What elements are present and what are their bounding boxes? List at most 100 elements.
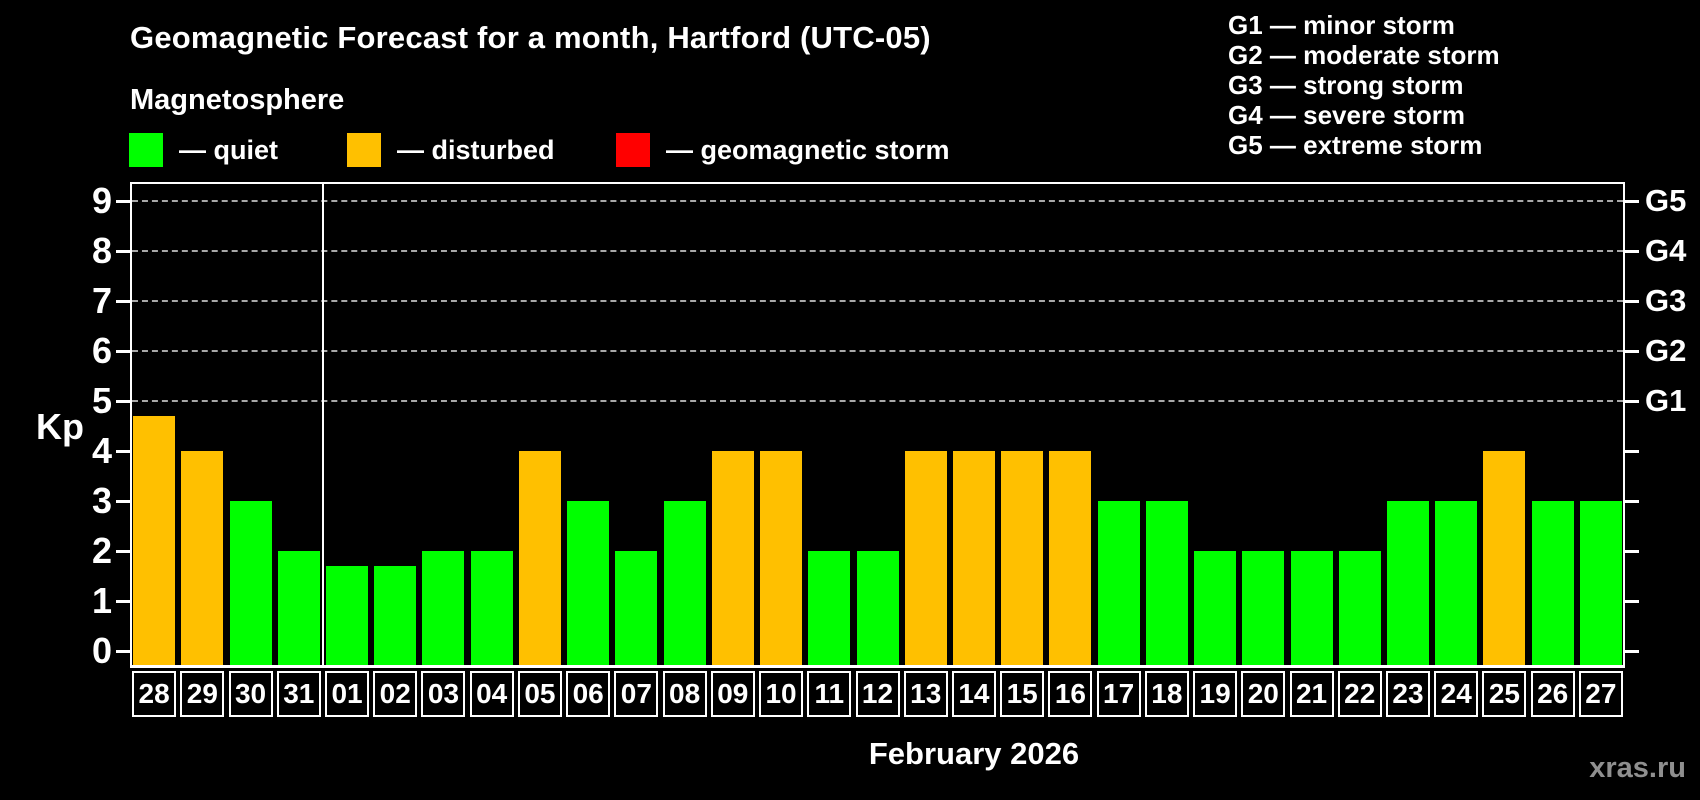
y-tick-left — [116, 650, 130, 653]
date-cell-07: 07 — [614, 671, 659, 717]
kp-bar-26 — [1531, 501, 1574, 665]
y-axis-label-5: 5 — [91, 380, 112, 421]
y-tick-right — [1625, 350, 1639, 353]
date-cell-17: 17 — [1096, 671, 1141, 717]
date-cell-03: 03 — [421, 671, 466, 717]
storm-scale-legend: G1 — minor storm G2 — moderate storm G3 … — [1228, 10, 1500, 160]
date-cell-29: 29 — [180, 671, 225, 717]
date-cell-11: 11 — [807, 671, 852, 717]
date-cell-12: 12 — [855, 671, 900, 717]
date-cell-26: 26 — [1530, 671, 1575, 717]
y-axis-title: Kp — [36, 406, 84, 447]
legend-item-disturbed: — disturbed — [347, 131, 555, 169]
y-axis-line-left — [130, 182, 132, 668]
right-axis-label-g4: G4 — [1645, 233, 1687, 268]
y-tick-right — [1625, 600, 1639, 603]
date-cell-20: 20 — [1241, 671, 1286, 717]
y-tick-right — [1625, 500, 1639, 503]
plot-border-top — [130, 182, 1625, 184]
date-cell-15: 15 — [1000, 671, 1045, 717]
month-label: February 2026 — [868, 736, 1080, 771]
kp-bar-02 — [374, 566, 417, 665]
kp-bar-15 — [1001, 451, 1044, 665]
y-axis-label-9: 9 — [91, 180, 112, 221]
date-cell-10: 10 — [759, 671, 804, 717]
date-cell-22: 22 — [1337, 671, 1382, 717]
y-axis-label-1: 1 — [91, 580, 112, 621]
y-tick-right — [1625, 400, 1639, 403]
date-cell-16: 16 — [1048, 671, 1093, 717]
kp-bar-05 — [518, 451, 561, 665]
kp-bar-03 — [422, 551, 465, 665]
date-cell-18: 18 — [1144, 671, 1189, 717]
storm-scale-g1: G1 — minor storm — [1228, 10, 1455, 40]
legend-item-label: — quiet — [179, 134, 278, 165]
gridline-kp7 — [132, 300, 1623, 302]
date-axis: 28 29 30 31 01 02 03 04 05 06 07 08 09 10 11 12 13 14 15 16… — [130, 671, 1625, 717]
y-axis-label-7: 7 — [91, 280, 112, 321]
x-axis-line — [130, 665, 1625, 668]
kp-bar-17 — [1097, 501, 1140, 665]
kp-bar-20 — [1242, 551, 1285, 665]
kp-bar-31 — [277, 551, 320, 665]
date-cell-08: 08 — [662, 671, 707, 717]
chart-subtitle: Magnetosphere — [130, 84, 345, 116]
kp-bar-16 — [1049, 451, 1092, 665]
month-separator-line — [321, 182, 324, 668]
y-tick-left — [116, 350, 130, 353]
gridline-kp8 — [132, 250, 1623, 252]
kp-bar-19 — [1194, 551, 1237, 665]
right-axis-label-g1: G1 — [1645, 383, 1687, 418]
kp-bar-22 — [1338, 551, 1381, 665]
date-cell-19: 19 — [1193, 671, 1238, 717]
y-tick-left — [116, 200, 130, 203]
y-tick-left — [116, 400, 130, 403]
kp-bar-04 — [470, 551, 513, 665]
kp-bar-18 — [1145, 501, 1188, 665]
kp-bar-10 — [760, 451, 803, 665]
gridline-kp9 — [132, 200, 1623, 202]
y-tick-right — [1625, 550, 1639, 553]
kp-bar-14 — [952, 451, 995, 665]
y-tick-left — [116, 500, 130, 503]
legend-item-storm: — geomagnetic storm — [616, 131, 950, 169]
y-axis-label-4: 4 — [91, 430, 112, 471]
kp-bar-01 — [326, 566, 369, 665]
kp-bar-27 — [1579, 501, 1622, 665]
right-axis-label-g3: G3 — [1645, 283, 1687, 318]
date-cell-04: 04 — [469, 671, 514, 717]
kp-bar-07 — [615, 551, 658, 665]
date-cell-02: 02 — [373, 671, 418, 717]
date-cell-09: 09 — [710, 671, 755, 717]
date-cell-23: 23 — [1385, 671, 1430, 717]
y-axis-label-2: 2 — [91, 530, 112, 571]
y-axis-label-6: 6 — [91, 330, 112, 371]
kp-bar-08 — [663, 501, 706, 665]
y-tick-left — [116, 300, 130, 303]
date-cell-27: 27 — [1578, 671, 1623, 717]
kp-bar-24 — [1435, 501, 1478, 665]
plot-area — [116, 182, 1639, 668]
date-cell-01: 01 — [325, 671, 370, 717]
right-axis-label-g2: G2 — [1645, 333, 1687, 368]
y-axis-line-right — [1623, 182, 1625, 668]
kp-bar-13 — [904, 451, 947, 665]
y-tick-left — [116, 550, 130, 553]
right-axis-label-g5: G5 — [1645, 183, 1687, 218]
date-cell-06: 06 — [566, 671, 611, 717]
date-cell-24: 24 — [1434, 671, 1479, 717]
kp-bar-12 — [856, 551, 899, 665]
kp-bar-06 — [567, 501, 610, 665]
date-cell-31: 31 — [276, 671, 321, 717]
disturbed-color-swatch — [347, 133, 381, 167]
date-cell-25: 25 — [1482, 671, 1527, 717]
kp-bar-11 — [808, 551, 851, 665]
y-tick-left — [116, 450, 130, 453]
kp-bar-21 — [1290, 551, 1333, 665]
kp-bar-29 — [181, 451, 224, 665]
magnetosphere-legend: — quiet — disturbed — geomagnetic storm — [0, 131, 1100, 169]
quiet-color-swatch — [129, 133, 163, 167]
date-cell-05: 05 — [517, 671, 562, 717]
kp-bar-28 — [133, 416, 176, 665]
